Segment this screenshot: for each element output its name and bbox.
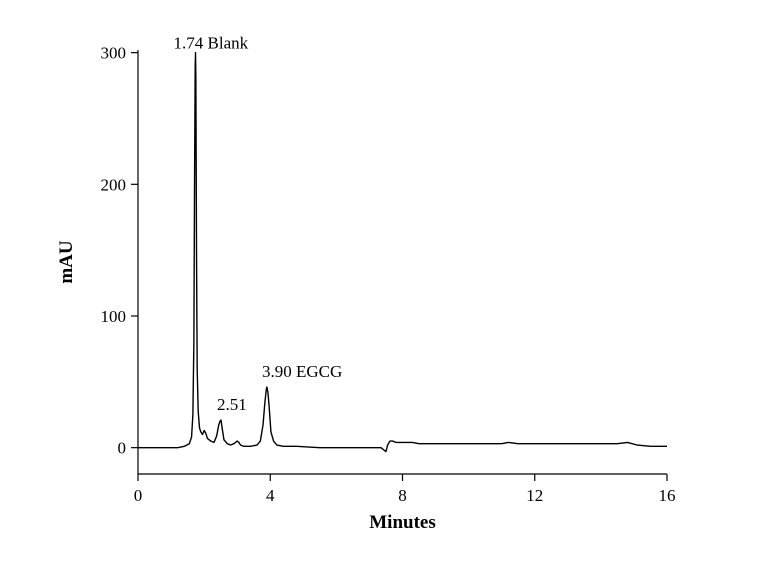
peak-label: 2.51 xyxy=(217,395,247,414)
y-tick-label: 300 xyxy=(101,44,127,63)
peak-label: 3.90 EGCG xyxy=(262,362,342,381)
peak-label: 1.74 Blank xyxy=(174,34,249,53)
x-axis-title: Minutes xyxy=(369,512,436,533)
axes: 0 4 8 12 16 0 100 200 300 xyxy=(101,44,676,505)
x-tick-label: 12 xyxy=(526,486,543,505)
peak-annotations: 1.74 Blank 2.51 3.90 EGCG xyxy=(174,34,343,414)
x-tick-label: 16 xyxy=(659,486,676,505)
y-tick-label: 200 xyxy=(101,175,127,194)
y-tick-label: 0 xyxy=(118,439,127,458)
x-tick-label: 4 xyxy=(266,486,275,505)
y-axis-ticks: 0 100 200 300 xyxy=(101,44,138,458)
x-tick-label: 8 xyxy=(398,486,407,505)
y-axis-title: mAU xyxy=(56,240,77,284)
chromatogram-trace xyxy=(138,51,667,453)
x-tick-label: 0 xyxy=(134,486,143,505)
y-tick-label: 100 xyxy=(101,307,127,326)
x-axis-ticks: 0 4 8 12 16 xyxy=(134,474,676,505)
